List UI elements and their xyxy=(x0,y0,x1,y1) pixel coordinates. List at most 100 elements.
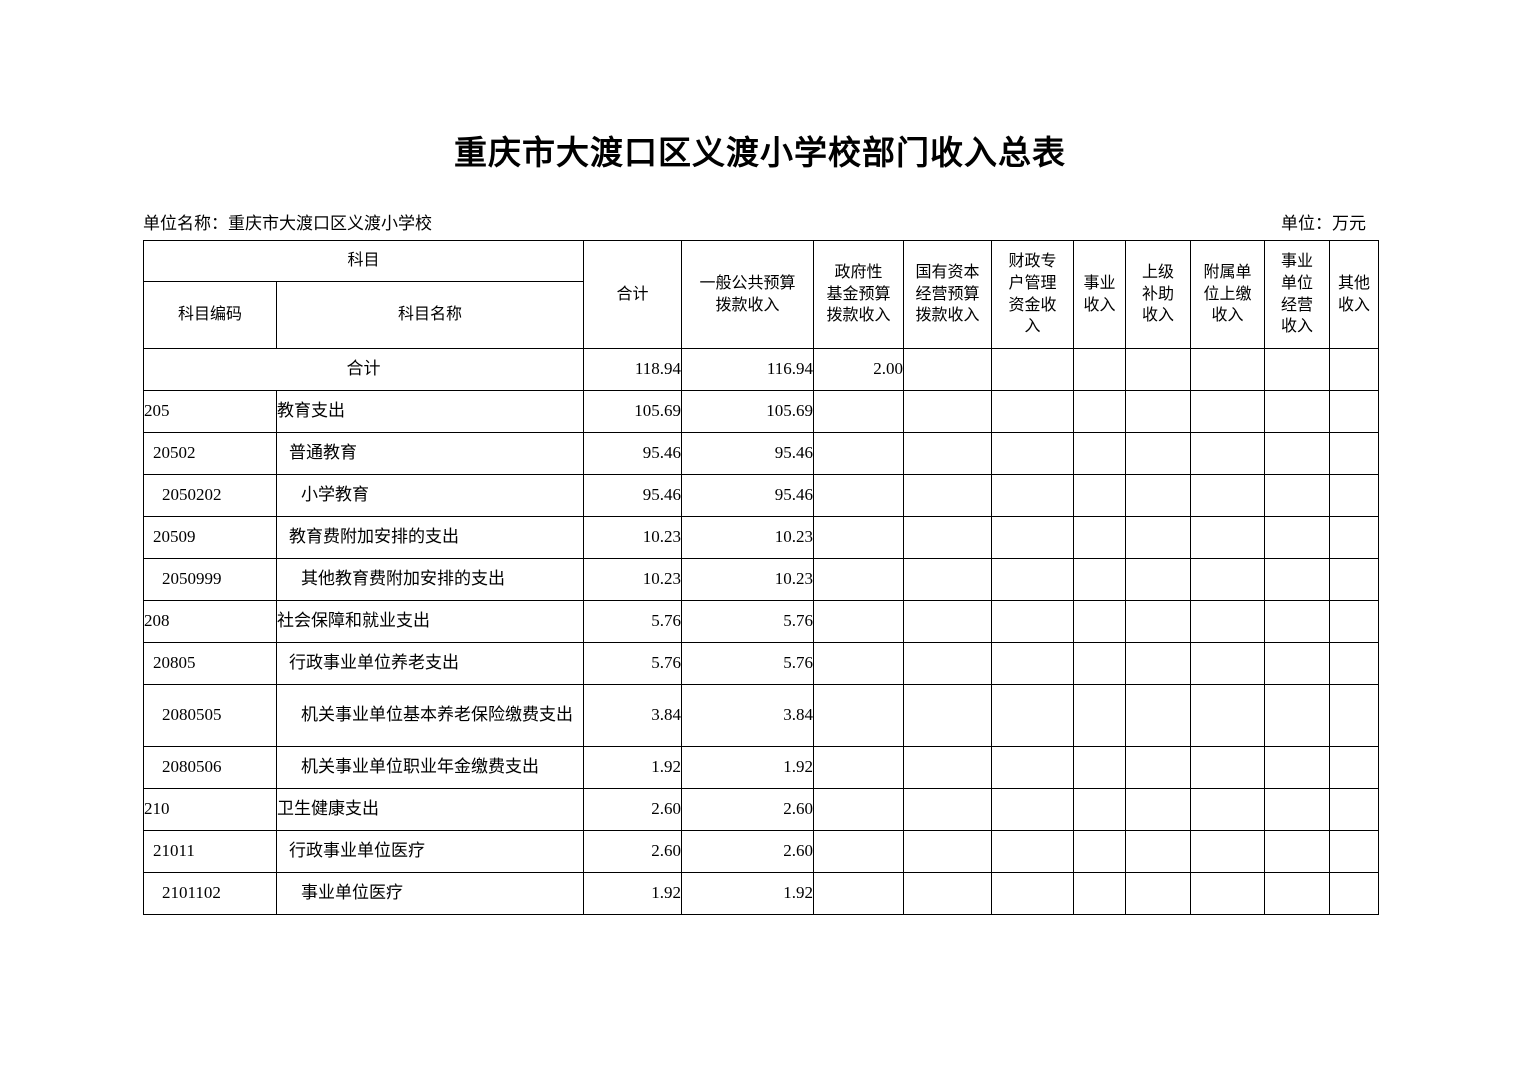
value-cell xyxy=(1125,432,1192,475)
table-row: 205 教育支出 105.69 105.69 xyxy=(143,390,1380,433)
value-cell xyxy=(1264,600,1331,643)
value-cell xyxy=(903,788,993,831)
value-cell xyxy=(1073,516,1127,559)
subject-code-cell: 21011 xyxy=(143,830,277,873)
subject-code-cell: 20502 xyxy=(143,432,277,475)
subject-name-cell: 教育费附加安排的支出 xyxy=(275,516,585,559)
table-body: 合计 118.94 116.94 2.00 205 教育支出 105.69 105.69 205… xyxy=(142,348,1380,915)
value-cell xyxy=(1073,788,1127,831)
subject-name-cell: 行政事业单位养老支出 xyxy=(275,642,585,685)
subject-name-cell: 事业单位医疗 xyxy=(275,872,585,915)
value-cell xyxy=(1329,788,1380,831)
value-cell xyxy=(903,432,993,475)
total-label-cell: 合计 xyxy=(142,348,585,391)
value-cell xyxy=(1073,830,1127,873)
table-row: 2050202 小学教育 95.46 95.46 xyxy=(143,474,1380,517)
value-cell xyxy=(1329,348,1380,391)
value-cell: 1.92 xyxy=(583,872,683,915)
value-cell xyxy=(991,474,1075,517)
value-cell xyxy=(903,830,993,873)
header-col-state-capital-operation-budget-income: 国有资本 经营预算 拨款收入 xyxy=(903,240,993,349)
value-cell xyxy=(1073,600,1127,643)
value-cell xyxy=(1190,474,1266,517)
header-col-fiscal-special-account-income: 财政专 户管理 资金收 入 xyxy=(991,240,1075,349)
value-cell: 116.94 xyxy=(681,348,815,391)
subject-name-cell: 机关事业单位基本养老保险缴费支出 xyxy=(275,684,585,747)
value-cell: 105.69 xyxy=(583,390,683,433)
value-cell: 1.92 xyxy=(583,746,683,789)
value-cell xyxy=(1190,788,1266,831)
value-cell xyxy=(1190,348,1266,391)
value-cell xyxy=(1073,684,1127,747)
value-cell: 10.23 xyxy=(583,558,683,601)
value-cell: 2.60 xyxy=(583,788,683,831)
table-row: 2080506 机关事业单位职业年金缴费支出 1.92 1.92 xyxy=(143,746,1380,789)
subject-name-cell: 普通教育 xyxy=(275,432,585,475)
value-cell xyxy=(1125,788,1192,831)
header-col-superior-subsidy-income: 上级 补助 收入 xyxy=(1125,240,1192,349)
value-cell xyxy=(1125,600,1192,643)
subject-name-cell: 机关事业单位职业年金缴费支出 xyxy=(275,746,585,789)
value-cell xyxy=(1329,684,1380,747)
value-cell xyxy=(1264,642,1331,685)
subject-code-cell: 2050999 xyxy=(143,558,277,601)
value-cell xyxy=(1264,830,1331,873)
subject-code-cell: 210 xyxy=(143,788,277,831)
value-cell xyxy=(1329,516,1380,559)
value-cell xyxy=(1264,872,1331,915)
value-cell: 10.23 xyxy=(681,516,815,559)
value-cell xyxy=(813,600,905,643)
value-cell xyxy=(1329,432,1380,475)
value-cell xyxy=(1125,872,1192,915)
table-row: 20805 行政事业单位养老支出 5.76 5.76 xyxy=(143,642,1380,685)
value-cell xyxy=(813,516,905,559)
header-row-1: 科目 合计 一般公共预算 拨款收入 政府性 基金预算 拨款收入 国有资本 经营预… xyxy=(142,240,1380,349)
value-cell: 118.94 xyxy=(583,348,683,391)
meta-row: 单位名称：重庆市大渡口区义渡小学校 单位：万元 xyxy=(143,213,1378,235)
value-cell: 1.92 xyxy=(681,746,815,789)
value-cell: 5.76 xyxy=(583,600,683,643)
subject-code-cell: 20805 xyxy=(143,642,277,685)
value-cell xyxy=(813,558,905,601)
value-cell xyxy=(903,558,993,601)
value-cell xyxy=(1190,516,1266,559)
value-cell xyxy=(991,348,1075,391)
header-col-total: 合计 xyxy=(583,240,683,349)
value-cell xyxy=(1190,684,1266,747)
header-row-2: 科目编码 科目名称 xyxy=(143,281,1379,349)
value-cell xyxy=(813,432,905,475)
table-row: 20509 教育费附加安排的支出 10.23 10.23 xyxy=(143,516,1380,559)
value-cell xyxy=(1264,474,1331,517)
value-cell: 95.46 xyxy=(583,474,683,517)
subject-code-cell: 20509 xyxy=(143,516,277,559)
value-cell xyxy=(1329,600,1380,643)
value-cell xyxy=(1190,390,1266,433)
value-cell: 2.00 xyxy=(813,348,905,391)
value-cell xyxy=(991,746,1075,789)
value-cell: 2.60 xyxy=(583,830,683,873)
value-cell: 1.92 xyxy=(681,872,815,915)
subject-name-cell: 行政事业单位医疗 xyxy=(275,830,585,873)
value-cell xyxy=(1190,872,1266,915)
value-cell xyxy=(1125,348,1192,391)
header-subject-code: 科目编码 xyxy=(143,281,277,349)
table-row: 20502 普通教育 95.46 95.46 xyxy=(143,432,1380,475)
value-cell xyxy=(903,348,993,391)
value-cell xyxy=(813,872,905,915)
subject-code-cell: 2080506 xyxy=(143,746,277,789)
page-title: 重庆市大渡口区义渡小学校部门收入总表 xyxy=(454,134,1066,171)
subject-name-cell: 其他教育费附加安排的支出 xyxy=(275,558,585,601)
value-cell: 10.23 xyxy=(681,558,815,601)
value-cell xyxy=(1264,432,1331,475)
value-cell xyxy=(1073,746,1127,789)
value-cell xyxy=(991,600,1075,643)
value-cell xyxy=(1125,642,1192,685)
value-cell xyxy=(1073,872,1127,915)
header-col-other-income: 其他 收入 xyxy=(1329,240,1380,349)
value-cell: 105.69 xyxy=(681,390,815,433)
subject-name-cell: 卫生健康支出 xyxy=(275,788,585,831)
value-cell: 5.76 xyxy=(681,642,815,685)
table-row: 2050999 其他教育费附加安排的支出 10.23 10.23 xyxy=(143,558,1380,601)
value-cell xyxy=(903,390,993,433)
